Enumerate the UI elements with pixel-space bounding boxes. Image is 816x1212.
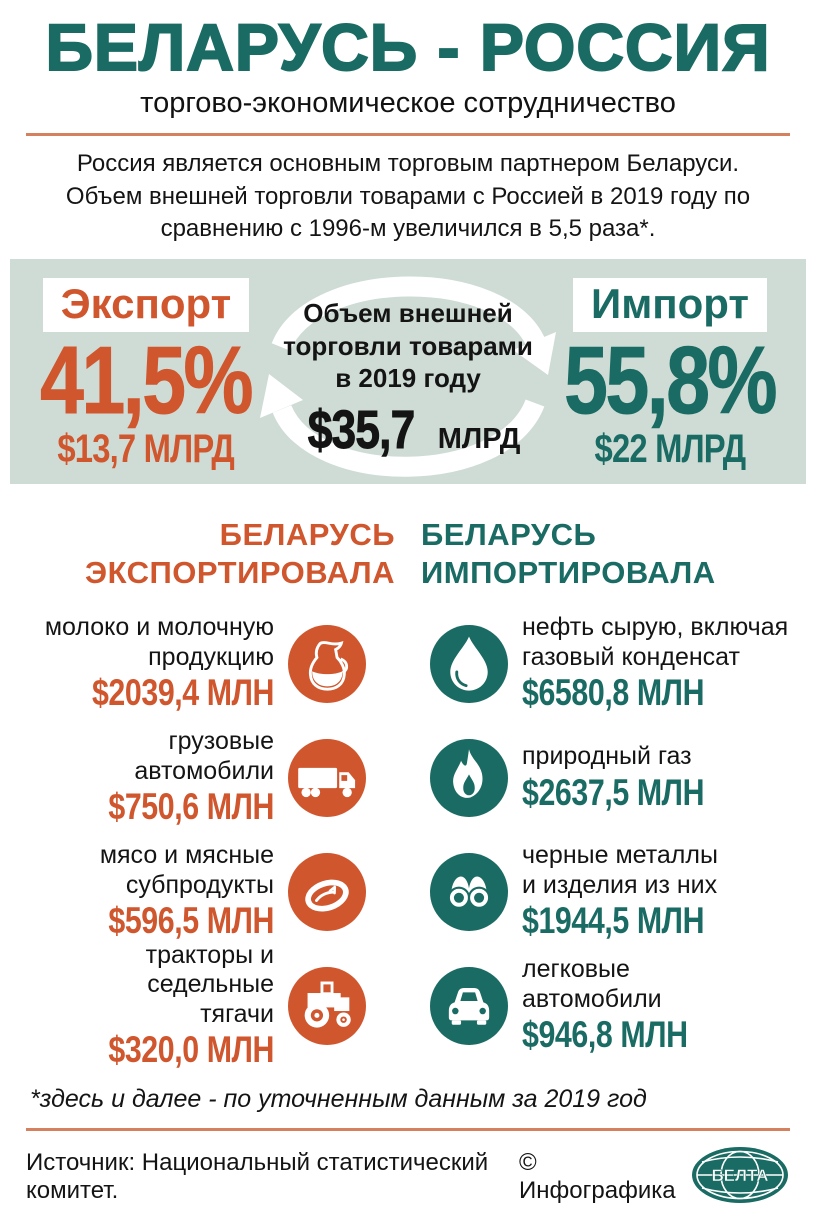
flame-icon bbox=[430, 738, 508, 817]
export-item-label: молоко и молочную продукцию bbox=[44, 613, 274, 671]
import-item-value-text: $1944,5 МЛН bbox=[522, 900, 705, 942]
import-item-metals: черные металлы и изделия из них $1944,5 … bbox=[522, 841, 804, 942]
column-headers: БЕЛАРУСЬ ЭКСПОРТИРОВАЛА БЕЛАРУСЬ ИМПОРТИ… bbox=[0, 516, 816, 590]
import-item-label: легковые автомобили bbox=[522, 955, 662, 1013]
divider-line-bottom bbox=[26, 1127, 790, 1131]
belta-logo: БЕЛТА bbox=[690, 1145, 790, 1210]
export-item-meat: мясо и мясные субпродукты $596,5 МЛН bbox=[12, 841, 275, 942]
belta-logo-text: БЕЛТА bbox=[711, 1166, 768, 1185]
export-item-trucks: грузовые автомобили $750,6 МЛН bbox=[12, 727, 274, 828]
trade-row-2: грузовые автомобили $750,6 МЛН природный… bbox=[0, 721, 816, 835]
import-label: Импорт bbox=[573, 277, 767, 332]
import-column-header: БЕЛАРУСЬ ИМПОРТИРОВАЛА bbox=[421, 517, 716, 590]
footnote: *здесь и далее - по уточненным данным за… bbox=[30, 1084, 647, 1113]
import-item-oil: нефть сырую, включая газовый конденсат $… bbox=[522, 613, 804, 714]
trade-volume-unit: МЛРД bbox=[437, 422, 521, 455]
trade-volume-caption: Объем внешней торговли товарами в 2019 г… bbox=[283, 298, 533, 394]
footer: Источник: Национальный статистический ко… bbox=[26, 1145, 790, 1210]
trade-row-3: мясо и мясные субпродукты $596,5 МЛН bbox=[0, 835, 816, 949]
meat-icon bbox=[288, 852, 366, 931]
truck-icon bbox=[288, 738, 366, 817]
page-subtitle: торгово-экономическое сотрудничество bbox=[140, 87, 676, 120]
page-title: БЕЛАРУСЬ - РОССИЯ bbox=[44, 10, 771, 84]
export-item-label: мясо и мясные субпродукты bbox=[99, 841, 274, 899]
source-text: Источник: Национальный статистический ко… bbox=[26, 1149, 489, 1205]
tractor-icon bbox=[288, 966, 366, 1045]
divider-line-top bbox=[26, 133, 790, 137]
import-item-value-text: $2637,5 МЛН bbox=[522, 771, 705, 813]
trade-summary-band: Экспорт 41,5% $13,7 МЛРД Объем внешней т… bbox=[10, 259, 806, 485]
copyright-text: © Инфографика bbox=[519, 1149, 676, 1205]
milk-jug-icon bbox=[288, 624, 366, 703]
import-item-label: нефть сырую, включая газовый конденсат bbox=[522, 613, 789, 671]
car-icon bbox=[430, 966, 508, 1045]
export-label: Экспорт bbox=[42, 277, 250, 332]
import-item-label: природный газ bbox=[522, 742, 692, 771]
intro-paragraph: Россия является основным торговым партне… bbox=[65, 150, 751, 243]
export-item-label: тракторы и седельные тягачи bbox=[145, 940, 274, 1028]
import-summary: Импорт 55,8% $22 МЛРД bbox=[534, 274, 806, 470]
import-item-value: $6580,8 МЛН bbox=[522, 673, 804, 714]
import-item-label: черные металлы и изделия из них bbox=[522, 841, 718, 899]
import-item-value: $946,8 МЛН bbox=[522, 1015, 804, 1056]
import-item-value: $2637,5 МЛН bbox=[522, 771, 804, 814]
export-item-value-text: $596,5 МЛН bbox=[108, 900, 274, 942]
steel-coils-icon bbox=[430, 852, 508, 931]
import-amount-text: $22 МЛРД bbox=[594, 427, 747, 472]
export-amount-text: $13,7 МЛРД bbox=[57, 427, 235, 472]
export-item-tractors: тракторы и седельные тягачи $320,0 МЛН bbox=[12, 941, 274, 1071]
oil-drop-icon bbox=[430, 624, 508, 703]
import-percent: 55,8% bbox=[534, 326, 806, 434]
export-percent-text: 41,5% bbox=[40, 326, 254, 434]
export-item-value-text: $320,0 МЛН bbox=[108, 1029, 274, 1071]
export-item-value: $750,6 МЛН bbox=[12, 787, 274, 828]
import-item-value-text: $946,8 МЛН bbox=[522, 1014, 688, 1056]
export-amount: $13,7 МЛРД bbox=[10, 428, 282, 470]
export-item-label: грузовые автомобили bbox=[134, 727, 274, 785]
export-column-header: БЕЛАРУСЬ ЭКСПОРТИРОВАЛА bbox=[85, 517, 395, 590]
export-item-value-text: $750,6 МЛН bbox=[108, 786, 274, 828]
import-item-cars: легковые автомобили $946,8 МЛН bbox=[522, 955, 804, 1056]
export-percent: 41,5% bbox=[10, 326, 282, 434]
import-amount: $22 МЛРД bbox=[534, 428, 806, 470]
export-item-value: $2039,4 МЛН bbox=[12, 673, 274, 714]
trade-row-4: тракторы и седельные тягачи $320,0 МЛН bbox=[0, 941, 816, 1070]
import-item-gas: природный газ $2637,5 МЛН bbox=[522, 742, 804, 813]
trade-row-1: молоко и молочную продукцию $2039,4 МЛН … bbox=[0, 607, 816, 721]
export-summary: Экспорт 41,5% $13,7 МЛРД bbox=[10, 274, 282, 470]
export-item-value: $596,5 МЛН bbox=[12, 901, 274, 942]
trade-volume-center: Объем внешней торговли товарами в 2019 г… bbox=[260, 259, 556, 484]
circular-arrows-icon bbox=[260, 277, 556, 478]
import-item-value: $1944,5 МЛН bbox=[522, 901, 804, 942]
trade-volume-amount: $35,7 bbox=[307, 399, 415, 460]
export-item-value: $320,0 МЛН bbox=[12, 1030, 274, 1071]
import-item-value-text: $6580,8 МЛН bbox=[522, 672, 705, 714]
trade-volume-value: $35,7 МЛРД bbox=[282, 399, 534, 461]
export-item-milk: молоко и молочную продукцию $2039,4 МЛН bbox=[12, 613, 275, 714]
trade-items: молоко и молочную продукцию $2039,4 МЛН … bbox=[0, 607, 816, 1070]
trade-volume-text: Объем внешней торговли товарами в 2019 г… bbox=[282, 259, 534, 461]
import-percent-text: 55,8% bbox=[564, 326, 778, 434]
export-item-value-text: $2039,4 МЛН bbox=[91, 672, 274, 714]
